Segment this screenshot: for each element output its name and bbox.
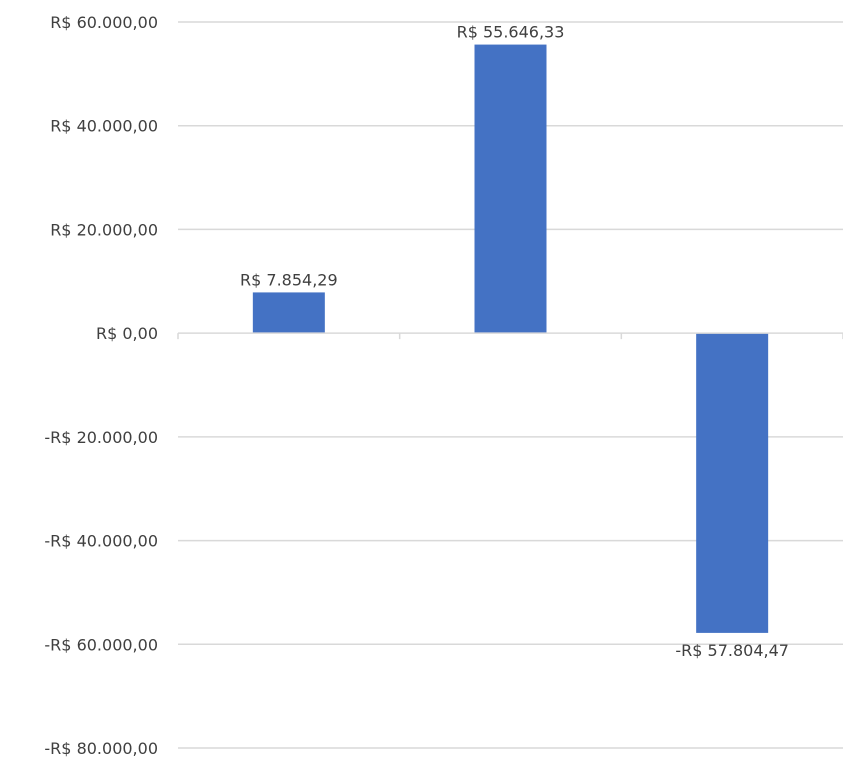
- bars: [252, 44, 769, 633]
- y-tick-label: -R$ 80.000,00: [44, 739, 158, 758]
- x-axis: [177, 332, 843, 340]
- data-labels: R$ 7.854,29 R$ 55.646,33 -R$ 57.804,47: [240, 23, 789, 660]
- y-tick-label: R$ 60.000,00: [50, 13, 158, 32]
- y-tick-label: R$ 0,00: [96, 324, 158, 343]
- y-tick-label: R$ 40.000,00: [50, 117, 158, 136]
- y-tick-label: -R$ 20.000,00: [44, 428, 158, 447]
- y-axis-tick-labels: R$ 60.000,00 R$ 40.000,00 R$ 20.000,00 R$ 0…: [44, 13, 158, 758]
- y-tick-label: R$ 20.000,00: [50, 220, 158, 239]
- data-label: -R$ 57.804,47: [675, 641, 789, 660]
- data-label: R$ 55.646,33: [457, 23, 565, 42]
- y-tick-label: -R$ 40.000,00: [44, 532, 158, 551]
- y-tick-label: -R$ 60.000,00: [44, 635, 158, 654]
- bar: [474, 44, 547, 334]
- bar: [696, 333, 769, 633]
- bar: [252, 292, 325, 334]
- data-label: R$ 7.854,29: [240, 270, 338, 289]
